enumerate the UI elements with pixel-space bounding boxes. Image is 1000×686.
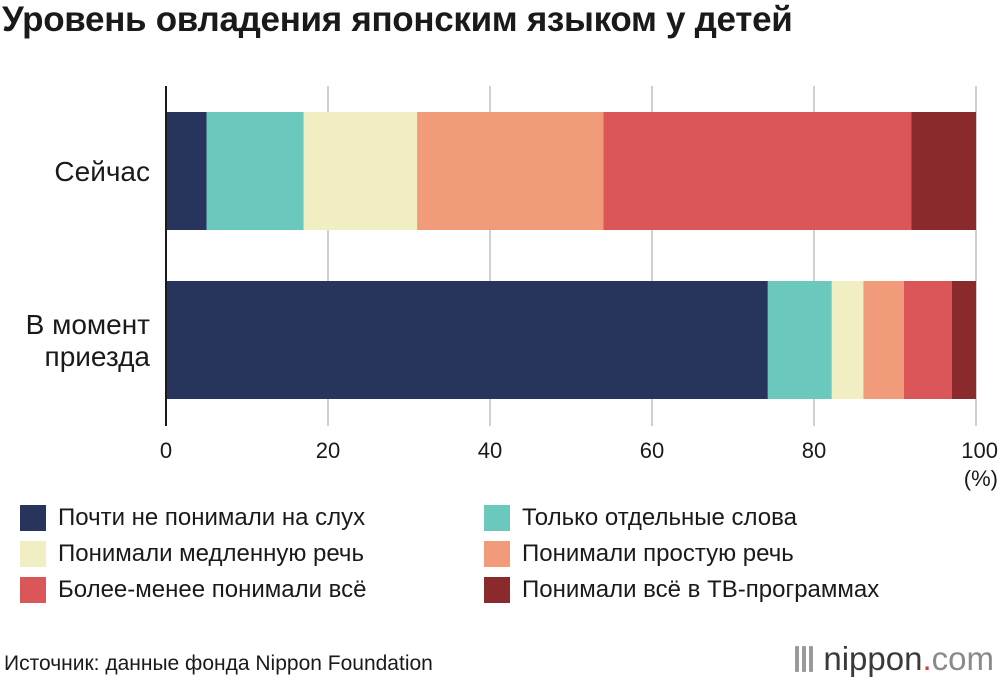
x-tick-label: 0 — [160, 438, 172, 463]
x-tick-label: 40 — [478, 438, 502, 463]
brand-mark-icon — [795, 646, 814, 672]
legend-item: Понимали простую речь — [484, 538, 984, 570]
bar-segment — [831, 281, 864, 399]
bar-segment — [166, 112, 207, 230]
legend-item: Только отдельные слова — [484, 502, 984, 534]
bar-segment — [767, 281, 832, 399]
legend-swatch — [20, 505, 46, 531]
brand-logo: nippon. com — [795, 640, 994, 678]
chart-title: Уровень овладения японским языком у дете… — [2, 0, 793, 39]
bars — [166, 112, 976, 399]
bar-segment — [303, 112, 418, 230]
category-label: В момент приезда — [26, 309, 151, 372]
legend-label: Почти не понимали на слух — [58, 504, 366, 531]
x-tick-label: 60 — [640, 438, 664, 463]
brand-tld: com — [931, 640, 994, 677]
axes: 0 20 40 60 80 100 (%) Сейчас В момент приезда — [26, 86, 998, 491]
source-note: Источник: данные фонда Nippon Foundation — [4, 652, 433, 675]
legend-swatch — [20, 577, 46, 603]
legend-label: Понимали медленную речь — [58, 540, 364, 567]
legend-label: Понимали всё в ТВ-программах — [522, 576, 880, 603]
bar-chart: 0 20 40 60 80 100 (%) Сейчас В момент приезда — [26, 86, 998, 491]
bar-segment — [206, 112, 304, 230]
bar-segment — [863, 281, 904, 399]
x-tick-label: 100 — [961, 438, 998, 463]
x-tick-label: 20 — [316, 438, 340, 463]
bar-segment — [603, 112, 912, 230]
legend-item: Почти не понимали на слух — [20, 502, 484, 534]
bar-segment — [911, 112, 976, 230]
legend-swatch — [484, 541, 510, 567]
brand-name: nippon — [823, 640, 923, 677]
legend-swatch — [484, 577, 510, 603]
legend-swatch — [20, 541, 46, 567]
x-tick-label: 80 — [802, 438, 826, 463]
legend-item: Понимали всё в ТВ-программах — [484, 574, 984, 606]
legend-item: Понимали медленную речь — [20, 538, 484, 570]
bar-segment — [417, 112, 604, 230]
legend-label: Только отдельные слова — [522, 504, 797, 531]
bar-segment — [951, 281, 976, 399]
legend-label: Понимали простую речь — [522, 540, 794, 567]
legend-item: Более-менее понимали всё — [20, 574, 484, 606]
bar-segment — [166, 281, 768, 399]
legend: Почти не понимали на слух Только отдельны… — [20, 502, 1000, 606]
x-unit-label: (%) — [964, 466, 998, 491]
legend-swatch — [484, 505, 510, 531]
legend-label: Более-менее понимали всё — [58, 576, 367, 603]
brand-dot: . — [922, 640, 932, 677]
category-label: Сейчас — [54, 156, 150, 187]
bar-segment — [903, 281, 952, 399]
